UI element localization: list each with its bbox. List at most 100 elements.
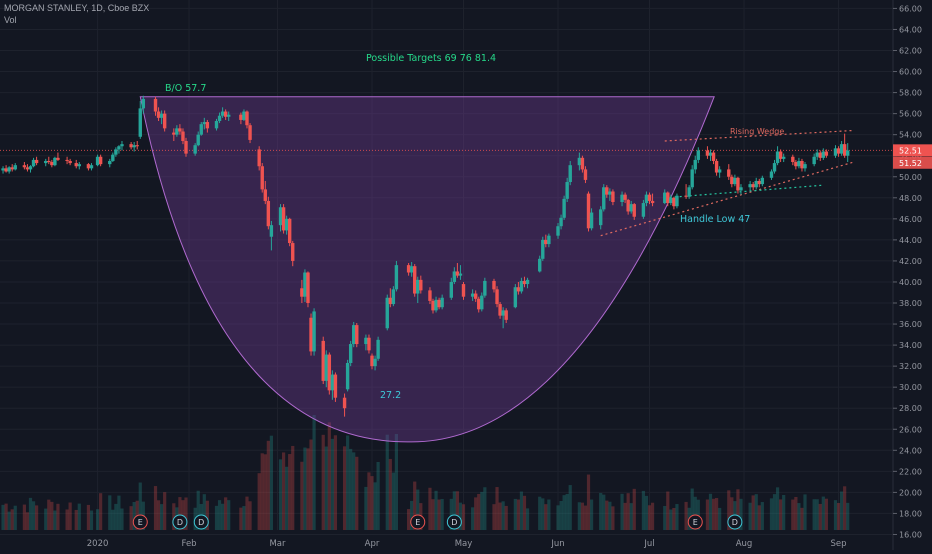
candle-body (281, 207, 286, 231)
volume-bar (153, 486, 158, 530)
volume-bar (346, 435, 350, 530)
dividend-marker[interactable]: D (727, 514, 743, 530)
volume-bar (775, 487, 780, 530)
time-axis[interactable]: 2020 Feb Mar Apr May Jun Jul Aug Sep (87, 539, 847, 549)
volume-bar (367, 472, 371, 530)
candle-body (821, 151, 826, 158)
volume-bar (56, 503, 60, 530)
x-tick-label: Sep (831, 539, 847, 549)
symbol-title[interactable]: MORGAN STANLEY, 1D, Cboe BZX (4, 3, 150, 13)
annotations[interactable]: Possible Targets 69 76 81.4 B/O 57.7 27.… (165, 53, 784, 401)
cup-bottom-label[interactable]: 27.2 (380, 390, 401, 401)
candle-body (839, 144, 844, 154)
candle-body (159, 113, 164, 118)
candle-body (434, 299, 438, 311)
candle-body (675, 195, 679, 207)
candle-body (348, 344, 353, 363)
candle-body (672, 197, 676, 207)
volume-bar (44, 508, 48, 530)
handle-low-label[interactable]: Handle Low 47 (680, 214, 750, 225)
volume-bar (25, 512, 30, 530)
possible-targets-label[interactable]: Possible Targets 69 76 81.4 (366, 53, 496, 64)
volume-bar (327, 422, 331, 530)
dividend-marker[interactable]: D (193, 514, 209, 530)
marker-circle (132, 514, 148, 530)
volume-bar (288, 454, 292, 530)
volume-bar (583, 505, 588, 530)
candle-body (306, 272, 310, 304)
candle-body (513, 287, 518, 308)
volume-bar (684, 501, 688, 530)
earnings-marker[interactable]: E (687, 514, 703, 530)
dividend-marker[interactable]: D (446, 514, 462, 530)
breakout-label[interactable]: B/O 57.7 (165, 83, 206, 94)
volume-bar (769, 498, 774, 530)
candle-body (34, 159, 39, 164)
candle-body (492, 280, 496, 290)
earnings-marker[interactable]: E (410, 514, 426, 530)
candle-body (693, 159, 697, 170)
volume-bar (815, 499, 819, 530)
volume-bar (748, 502, 752, 530)
volume-bar (751, 495, 755, 530)
candle-body (733, 177, 737, 185)
candle-body (324, 354, 328, 381)
candle-body (291, 243, 295, 261)
candle-body (833, 148, 838, 156)
candle-body (89, 165, 94, 169)
candle-body (778, 151, 783, 159)
candle-body (483, 280, 487, 296)
candle-body (22, 165, 27, 168)
x-tick-label: May (455, 539, 473, 549)
volume-bar (727, 490, 731, 530)
candle-body (175, 128, 179, 135)
candle-body (586, 193, 591, 229)
x-tick-label: Mar (269, 539, 286, 549)
candle-body (342, 397, 347, 409)
volume-bar (285, 466, 289, 530)
rising-wedge-label[interactable]: Rising Wedge (730, 127, 784, 136)
dividend-marker[interactable]: D (172, 514, 188, 530)
volume-bar (556, 505, 560, 530)
candle-body (711, 152, 716, 161)
volume-bar (68, 502, 72, 530)
volume-bar (22, 504, 26, 530)
last-price-text: 52.51 (899, 146, 922, 155)
volume-bar (50, 501, 54, 530)
candle-body (199, 124, 203, 135)
volume-bar (7, 511, 11, 530)
candle-body (602, 187, 606, 210)
y-tick-label: 38.00 (899, 299, 922, 308)
x-tick-label: 2020 (87, 539, 109, 549)
candle-body (333, 374, 338, 398)
candle-body (327, 354, 332, 391)
volume-bar (650, 502, 655, 530)
volume-bar (483, 487, 487, 530)
earnings-marker[interactable]: E (132, 514, 148, 530)
candle-body (7, 167, 11, 172)
volume-bar (455, 491, 459, 530)
candle-body (611, 191, 615, 203)
y-tick-label: 34.00 (899, 341, 922, 350)
candle-body (111, 154, 115, 161)
volume-bar (181, 500, 185, 530)
volume-bar (248, 501, 252, 530)
y-tick-label: 66.00 (899, 4, 922, 13)
trend-lines[interactable] (600, 129, 854, 237)
volume-bar (730, 497, 734, 530)
volume-bar (355, 456, 359, 530)
volume-bar (413, 481, 417, 530)
volume-study-label[interactable]: Vol (4, 15, 17, 25)
x-tick-label: Jun (550, 539, 564, 549)
y-tick-label: 16.00 (899, 530, 922, 539)
candle-body (385, 297, 389, 329)
volume-bar (34, 505, 39, 530)
candle-body (495, 289, 499, 305)
volume-bar (623, 502, 627, 530)
candle-body (181, 131, 185, 141)
y-tick-label: 54.00 (899, 131, 922, 140)
